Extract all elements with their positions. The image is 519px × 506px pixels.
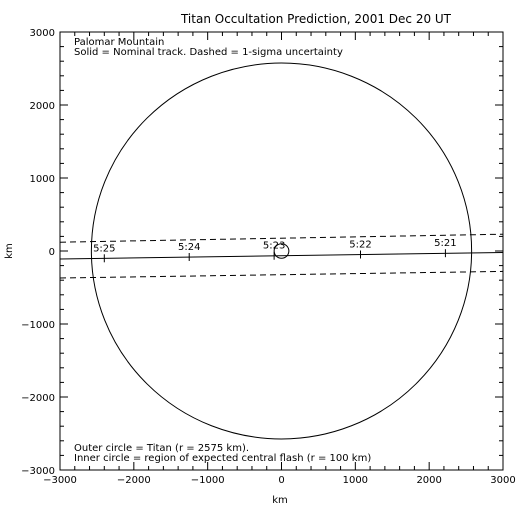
x-tick-label: 1000 xyxy=(343,475,368,486)
x-tick-label: 3000 xyxy=(490,475,515,486)
x-tick-label: −2000 xyxy=(117,475,151,486)
note-outer-circle: Outer circle = Titan (r = 2575 km). xyxy=(74,443,249,454)
nominal-track-line xyxy=(60,252,503,260)
x-tick-label: −3000 xyxy=(43,475,77,486)
time-label: 5:21 xyxy=(434,238,456,249)
chart-title: Titan Occultation Prediction, 2001 Dec 2… xyxy=(180,12,452,26)
x-axis-label: km xyxy=(272,495,288,506)
time-label: 5:24 xyxy=(178,242,200,253)
chart-marks: −3000 −2000 −1000 0 1000 2000 3000 −3000 −2000 −1… xyxy=(21,28,516,486)
time-label: 5:23 xyxy=(263,241,285,252)
y-tick-label: 1000 xyxy=(30,174,55,185)
time-label: 5:22 xyxy=(349,240,371,251)
circle-central-flash xyxy=(273,243,290,259)
x-tick-label: 0 xyxy=(278,475,284,486)
uncertainty-track-line xyxy=(60,233,503,243)
x-tick-label: 2000 xyxy=(416,475,441,486)
y-axis-label: km xyxy=(4,243,15,259)
y-tick-label: 3000 xyxy=(30,28,55,39)
note-observatory: Palomar Mountain xyxy=(74,37,164,48)
circle-titan xyxy=(90,62,473,440)
y-tick-label: −3000 xyxy=(21,466,55,477)
note-inner-circle: Inner circle = region of expected centra… xyxy=(74,453,371,464)
y-tick-label: 2000 xyxy=(30,101,55,112)
y-tick-label: −2000 xyxy=(21,393,55,404)
y-tick-label: 0 xyxy=(49,247,55,258)
note-line-styles: Solid = Nominal track. Dashed = 1-sigma … xyxy=(74,47,343,58)
x-tick-label: −1000 xyxy=(191,475,225,486)
time-label: 5:25 xyxy=(93,243,115,254)
y-tick-label: −1000 xyxy=(21,320,55,331)
uncertainty-track-line xyxy=(60,270,503,279)
